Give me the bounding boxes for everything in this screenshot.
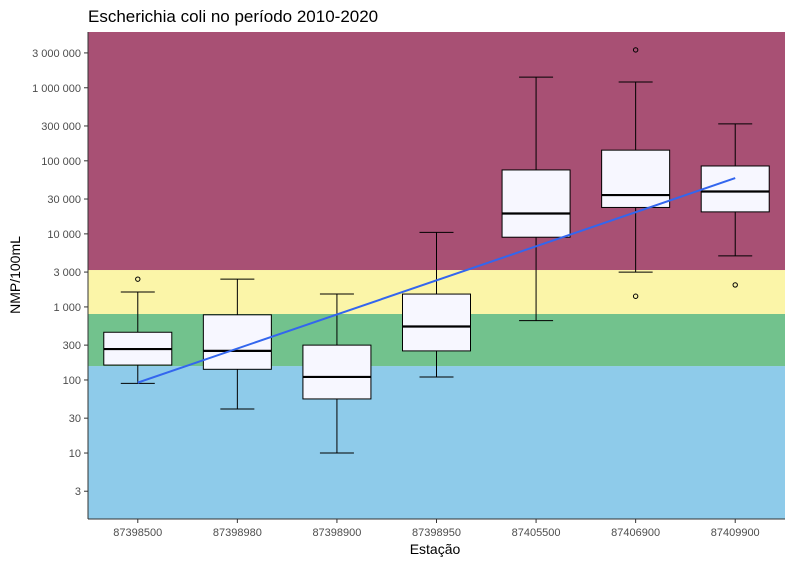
- x-tick-label: 87409900: [711, 527, 760, 539]
- outlier-point: [632, 47, 639, 53]
- y-tick-label: 1 000: [53, 302, 81, 314]
- plot-area: 3 10 30 100 300 1 000 3 000 10 000 30 000 100 000…: [32, 32, 785, 539]
- y-tick-label: 10: [69, 448, 81, 460]
- y-tick-label: 30: [69, 413, 81, 425]
- box-iqr: [202, 314, 272, 370]
- y-tick-label: 300: [63, 340, 81, 352]
- x-axis-title: Estação: [410, 541, 461, 557]
- x-tick-label: 87398500: [113, 527, 162, 539]
- box-87398950: [402, 231, 471, 378]
- outlier-point: [632, 293, 639, 299]
- box-87398980: [202, 278, 272, 410]
- box-iqr: [601, 149, 671, 208]
- box-iqr: [700, 165, 770, 213]
- y-tick-label: 3 000 000: [32, 48, 81, 60]
- box-87398500: [103, 276, 173, 384]
- x-tick-label: 87405500: [512, 527, 561, 539]
- box-iqr: [501, 169, 571, 238]
- y-tick-label: 100: [63, 375, 81, 387]
- y-tick-label: 10 000: [47, 229, 81, 241]
- y-tick-label: 300 000: [41, 121, 81, 133]
- box-87406900: [601, 47, 671, 299]
- y-tick-label: 1 000 000: [32, 83, 81, 95]
- y-tick-label: 30 000: [47, 194, 81, 206]
- x-tick-label: 87398900: [312, 527, 361, 539]
- box-87409900: [700, 123, 770, 288]
- x-tick-label: 87398950: [412, 527, 461, 539]
- trend-line: [137, 177, 736, 384]
- background-band-0: [88, 366, 785, 519]
- y-tick-label: 100 000: [41, 156, 81, 168]
- y-tick-label: 3 000: [53, 267, 81, 279]
- chart-title: Escherichia coli no período 2010-2020: [88, 7, 378, 26]
- y-tick-label: 3: [75, 486, 81, 498]
- outlier-point: [732, 282, 738, 288]
- y-axis-title: NMP/100mL: [7, 236, 23, 314]
- x-tick-label: 87398980: [213, 527, 262, 539]
- x-tick-label: 87406900: [611, 527, 660, 539]
- box-iqr: [402, 293, 471, 352]
- box-87405500: [501, 76, 571, 322]
- box-87398900: [302, 293, 372, 454]
- box-iqr: [302, 344, 372, 400]
- outlier-point: [135, 276, 141, 282]
